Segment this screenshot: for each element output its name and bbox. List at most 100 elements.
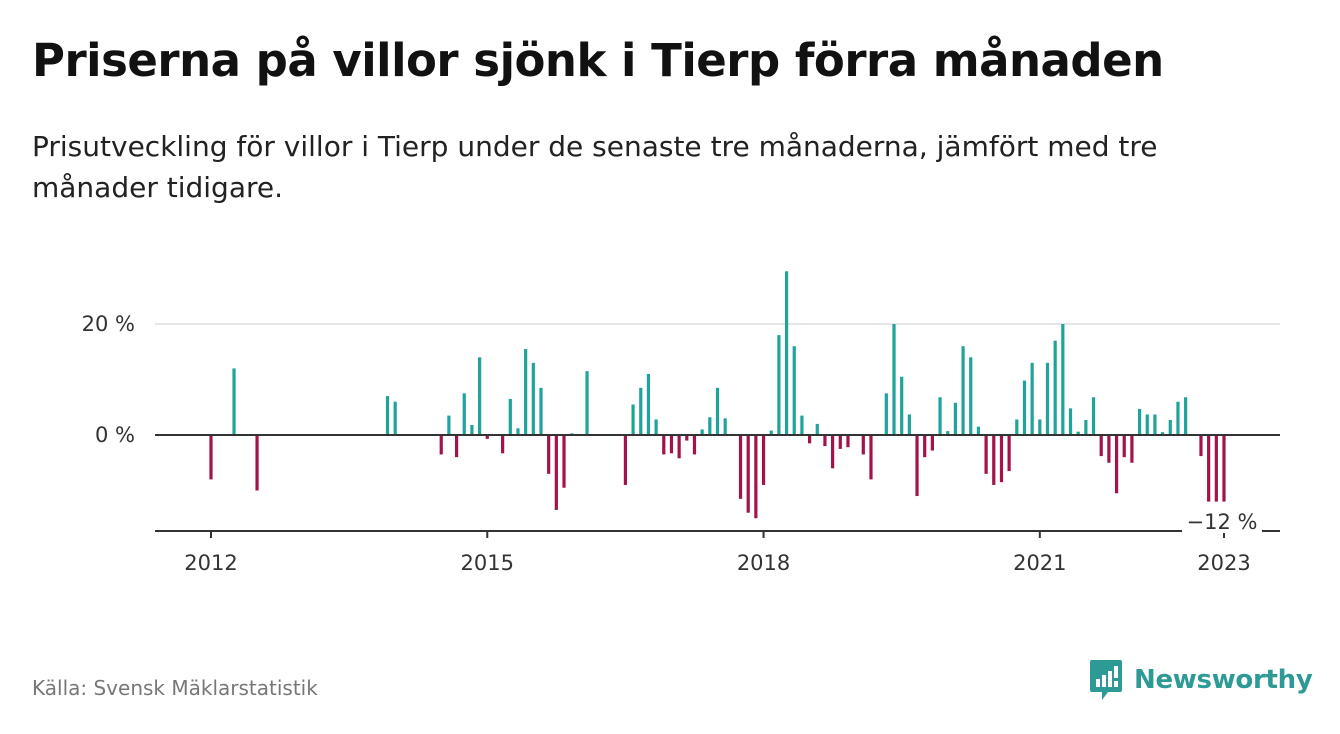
bar	[508, 398, 512, 435]
bar	[393, 401, 397, 435]
x-tick-label: 2012	[184, 551, 237, 575]
bar	[1137, 408, 1142, 435]
bar	[439, 435, 443, 455]
bar	[769, 430, 773, 435]
bar	[700, 429, 704, 435]
bar	[923, 435, 927, 458]
bar	[255, 435, 259, 491]
bar	[869, 435, 873, 480]
page-title: Priserna på villor sjönk i Tierp förra m…	[32, 34, 1164, 87]
bar	[1053, 340, 1057, 435]
bar	[900, 376, 904, 435]
bar	[723, 418, 727, 435]
bar	[669, 435, 674, 454]
bar	[1130, 435, 1134, 463]
bar	[823, 435, 827, 447]
bar	[861, 435, 865, 455]
bar	[1015, 419, 1019, 435]
bar	[1222, 435, 1226, 502]
bar	[539, 387, 543, 435]
bar	[1045, 362, 1050, 435]
bar	[1099, 435, 1103, 457]
bar	[1007, 435, 1011, 472]
bar	[1214, 435, 1218, 502]
bar	[938, 397, 942, 435]
bar	[1038, 419, 1042, 435]
bar	[1161, 432, 1165, 435]
bar	[708, 417, 712, 435]
bar	[1091, 397, 1096, 435]
bar	[1176, 401, 1180, 435]
bar	[677, 435, 681, 459]
bar-chart-logo-icon	[1090, 660, 1122, 700]
bar	[1022, 380, 1027, 435]
bar	[1084, 420, 1088, 435]
bar	[562, 435, 566, 488]
bar	[516, 428, 520, 435]
bar	[1168, 420, 1172, 435]
bar	[984, 435, 988, 474]
bar	[209, 435, 213, 480]
bar	[992, 435, 996, 485]
bar	[654, 419, 658, 435]
bar	[454, 435, 459, 458]
bar	[815, 423, 819, 435]
bar	[831, 435, 835, 469]
x-tick-label: 2023	[1197, 551, 1250, 575]
bar	[915, 435, 919, 497]
bar	[800, 415, 804, 435]
bar-chart: 0 % 20 % 2012 2015 2018 2021 2023 −12 %	[82, 271, 1280, 575]
bar	[385, 396, 390, 435]
source-note: Källa: Svensk Mäklarstatistik	[32, 676, 318, 700]
bar	[969, 357, 973, 435]
brand-name: Newsworthy	[1134, 665, 1313, 695]
bar	[646, 373, 651, 435]
bar	[1184, 397, 1188, 435]
bar	[1122, 435, 1126, 458]
bar	[1030, 362, 1034, 435]
y-tick-label: 20 %	[82, 312, 135, 336]
bar	[232, 368, 236, 435]
bar	[470, 425, 474, 435]
bar	[930, 435, 934, 451]
bar	[477, 357, 482, 435]
bar	[792, 346, 796, 435]
bar	[1061, 324, 1065, 435]
bar	[1153, 414, 1157, 435]
bar	[746, 435, 750, 513]
bar	[447, 415, 451, 435]
bar	[807, 435, 812, 444]
bar	[715, 387, 720, 435]
bar	[846, 435, 850, 448]
bar	[1207, 435, 1211, 502]
bar	[623, 435, 628, 485]
page-subtitle: Prisutveckling för villor i Tierp under …	[32, 130, 1158, 204]
bar	[631, 404, 635, 435]
bar	[639, 387, 643, 435]
bar	[462, 393, 466, 435]
brand-logo[interactable]: Newsworthy	[1088, 658, 1313, 702]
bar	[685, 435, 689, 441]
bar	[784, 271, 789, 435]
bar	[1114, 435, 1119, 494]
latest-value-label: −12 %	[1187, 510, 1258, 534]
bar	[585, 371, 589, 435]
bar	[946, 431, 950, 435]
y-tick-label: 0 %	[95, 423, 135, 447]
bar	[777, 335, 781, 435]
bar	[907, 414, 911, 435]
bar	[738, 435, 743, 499]
bar	[761, 435, 766, 485]
bar	[999, 435, 1004, 483]
bar	[976, 426, 981, 435]
bar	[547, 435, 551, 474]
bar	[953, 402, 958, 435]
bar	[884, 393, 888, 435]
x-tick-label: 2021	[1013, 551, 1066, 575]
bar	[485, 435, 489, 439]
bar	[501, 435, 505, 454]
bar	[524, 348, 528, 435]
x-tick-label: 2018	[737, 551, 790, 575]
bar	[838, 435, 842, 449]
bar	[692, 435, 697, 455]
